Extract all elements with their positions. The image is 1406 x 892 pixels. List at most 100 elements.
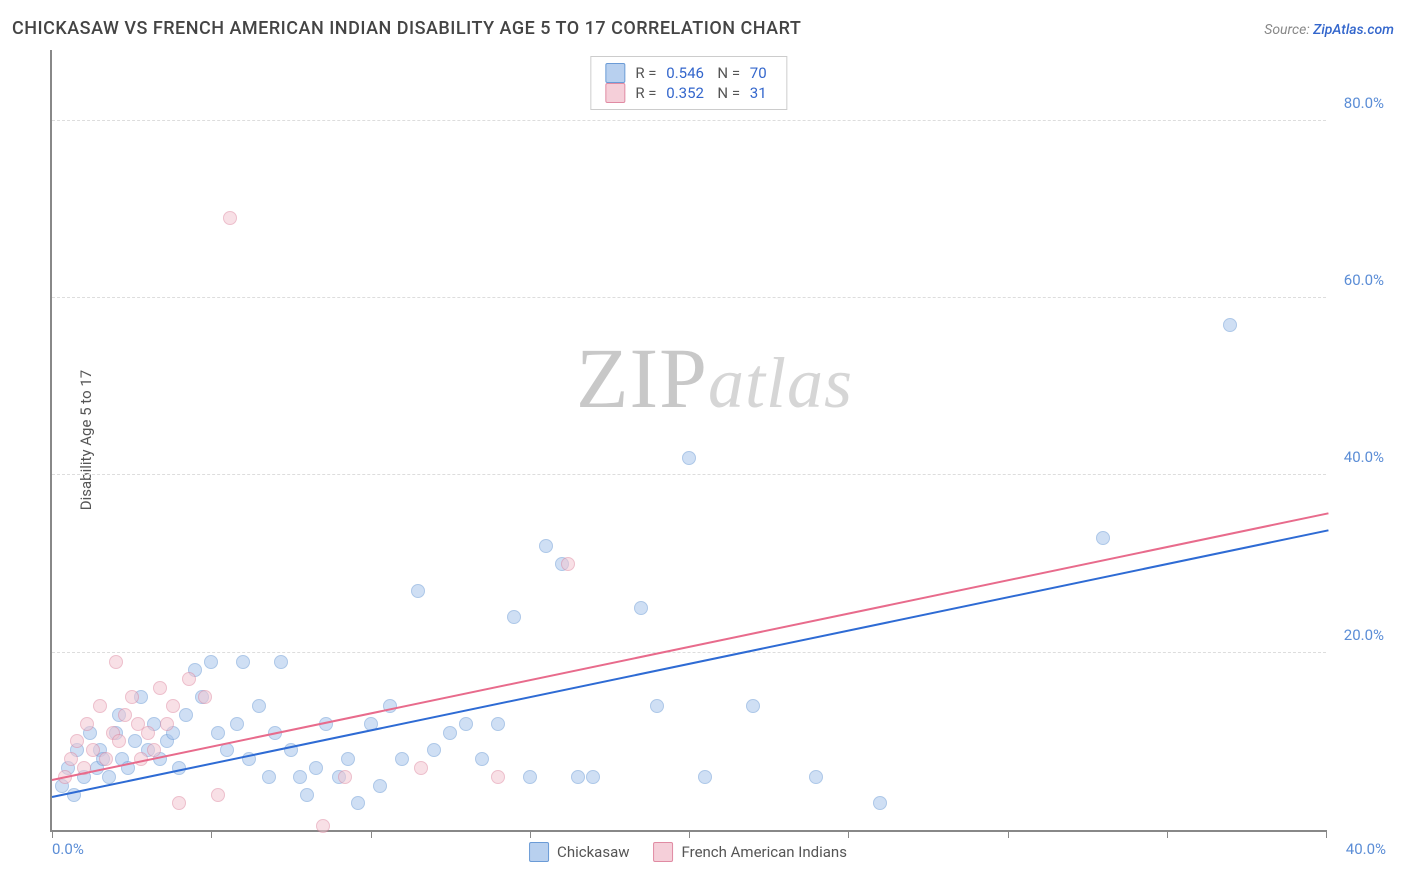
legend-label: Chickasaw (557, 843, 629, 861)
x-tick (1326, 830, 1327, 838)
data-point (539, 539, 553, 553)
data-point (316, 819, 330, 833)
source-attribution: Source: ZipAtlas.com (1264, 22, 1394, 38)
y-axis-label: Disability Age 5 to 17 (77, 370, 95, 510)
data-point (64, 752, 78, 766)
data-point (262, 770, 276, 784)
data-point (351, 796, 365, 810)
plot-area: Disability Age 5 to 17 ZIPatlas R = 0.54… (50, 50, 1326, 832)
data-point (491, 770, 505, 784)
data-point (211, 788, 225, 802)
data-point (427, 743, 441, 757)
correlation-row: R = 0.546 N = 70 (605, 63, 772, 83)
data-point (166, 699, 180, 713)
data-point (223, 211, 237, 225)
legend-item: French American Indians (654, 842, 847, 862)
correlation-row: R = 0.352 N = 31 (605, 83, 772, 103)
data-point (125, 690, 139, 704)
data-point (153, 681, 167, 695)
legend-swatch (529, 842, 549, 862)
data-point (586, 770, 600, 784)
correlation-legend: R = 0.546 N = 70 R = 0.352 N = 31 (590, 56, 787, 110)
data-point (252, 699, 266, 713)
data-point (70, 734, 84, 748)
data-point (411, 584, 425, 598)
x-tick (52, 830, 53, 838)
chart-title: CHICKASAW VS FRENCH AMERICAN INDIAN DISA… (12, 18, 801, 39)
gridline (52, 120, 1326, 121)
correlation-text: R = 0.352 N = 31 (635, 84, 772, 102)
data-point (443, 726, 457, 740)
y-tick-label: 40.0% (1344, 448, 1384, 466)
trend-line (52, 512, 1328, 781)
data-point (128, 734, 142, 748)
x-tick (1008, 830, 1009, 838)
data-point (93, 699, 107, 713)
data-point (561, 557, 575, 571)
data-point (198, 690, 212, 704)
data-point (102, 770, 116, 784)
x-tick (211, 830, 212, 838)
x-tick-label: 40.0% (1346, 840, 1386, 858)
y-tick-label: 80.0% (1344, 94, 1384, 112)
data-point (204, 655, 218, 669)
data-point (1223, 318, 1237, 332)
x-tick-label: 0.0% (52, 840, 84, 858)
data-point (141, 726, 155, 740)
correlation-text: R = 0.546 N = 70 (635, 64, 772, 82)
data-point (109, 655, 123, 669)
y-tick-label: 20.0% (1344, 626, 1384, 644)
chart-area: Disability Age 5 to 17 ZIPatlas R = 0.54… (50, 50, 1326, 832)
data-point (118, 708, 132, 722)
data-point (682, 451, 696, 465)
series-legend: Chickasaw French American Indians (529, 842, 847, 862)
gridline (52, 652, 1326, 653)
data-point (523, 770, 537, 784)
data-point (414, 761, 428, 775)
watermark-zip: ZIP (576, 330, 708, 426)
legend-swatch (605, 83, 625, 103)
x-tick (1167, 830, 1168, 838)
data-point (395, 752, 409, 766)
data-point (179, 708, 193, 722)
x-tick (848, 830, 849, 838)
legend-label: French American Indians (682, 843, 847, 861)
data-point (1096, 531, 1110, 545)
data-point (160, 717, 174, 731)
data-point (873, 796, 887, 810)
data-point (309, 761, 323, 775)
x-tick (689, 830, 690, 838)
legend-swatch (654, 842, 674, 862)
data-point (172, 796, 186, 810)
data-point (634, 601, 648, 615)
x-tick (371, 830, 372, 838)
data-point (571, 770, 585, 784)
data-point (698, 770, 712, 784)
data-point (274, 655, 288, 669)
data-point (293, 770, 307, 784)
data-point (341, 752, 355, 766)
data-point (182, 672, 196, 686)
data-point (809, 770, 823, 784)
data-point (230, 717, 244, 731)
data-point (147, 743, 161, 757)
data-point (112, 734, 126, 748)
data-point (86, 743, 100, 757)
data-point (236, 655, 250, 669)
data-point (99, 752, 113, 766)
data-point (211, 726, 225, 740)
chart-header: CHICKASAW VS FRENCH AMERICAN INDIAN DISA… (12, 18, 1394, 39)
gridline (52, 474, 1326, 475)
x-tick (530, 830, 531, 838)
data-point (338, 770, 352, 784)
data-point (373, 779, 387, 793)
data-point (475, 752, 489, 766)
data-point (300, 788, 314, 802)
source-prefix: Source: (1264, 22, 1313, 38)
legend-swatch (605, 63, 625, 83)
y-tick-label: 60.0% (1344, 271, 1384, 289)
data-point (507, 610, 521, 624)
data-point (80, 717, 94, 731)
gridline (52, 297, 1326, 298)
data-point (459, 717, 473, 731)
